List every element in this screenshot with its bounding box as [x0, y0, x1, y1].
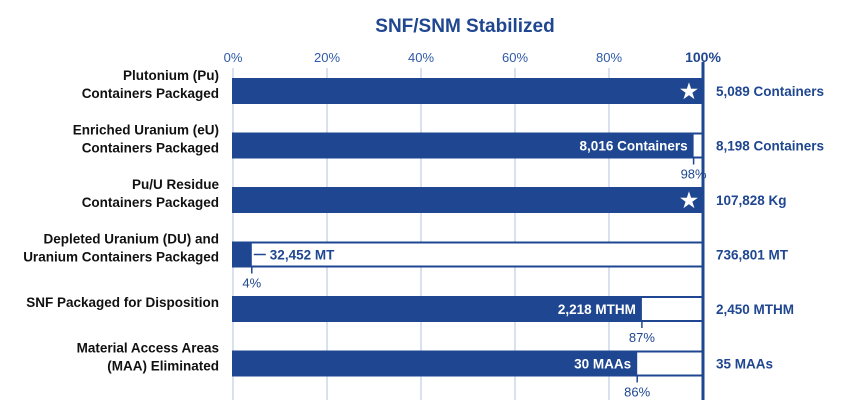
- category-label: Uranium Containers Packaged: [23, 250, 219, 265]
- percent-label: 87%: [629, 330, 655, 345]
- percent-label: 4%: [242, 276, 261, 291]
- bar-value-label: 32,452 MT: [270, 248, 335, 263]
- category-label: SNF Packaged for Disposition: [26, 295, 219, 310]
- x-tick-label: 20%: [314, 50, 340, 65]
- category-label: Pu/U Residue: [132, 177, 220, 192]
- category-label: (MAA) Eliminated: [107, 359, 219, 374]
- bar-value-label: 30 MAAs: [574, 357, 631, 372]
- gridlines: [232, 68, 610, 400]
- x-tick-label: 60%: [502, 50, 528, 65]
- bar: [233, 188, 703, 212]
- star-icon: ★: [680, 81, 698, 103]
- category-label: Containers Packaged: [82, 195, 219, 210]
- chart-title: SNF/SNM Stabilized: [375, 16, 554, 37]
- x-tick-label: 100%: [685, 49, 721, 65]
- bars: ★ 8,016 Containers 98% ★ 32,452 MT 4% 2,218 MT…: [232, 78, 707, 400]
- total-label: 35 MAAs: [716, 357, 773, 372]
- bar: [233, 79, 703, 103]
- star-icon: ★: [680, 190, 698, 212]
- bar-value-label: 2,218 MTHM: [558, 302, 636, 317]
- total-label: 5,089 Containers: [716, 84, 824, 99]
- total-label: 2,450 MTHM: [716, 302, 794, 317]
- bar-value-label: 8,016 Containers: [580, 139, 688, 154]
- total-label: 8,198 Containers: [716, 139, 824, 154]
- bar: [233, 351, 638, 376]
- percent-label: 86%: [624, 385, 650, 400]
- bar: [233, 242, 252, 267]
- category-label: Material Access Areas: [77, 341, 219, 356]
- x-axis-ticks: 0% 20% 40% 60% 80% 100%: [224, 49, 722, 65]
- x-tick-label: 0%: [224, 50, 243, 65]
- bar: [233, 297, 642, 321]
- category-label: Containers Packaged: [82, 86, 219, 101]
- total-label: 736,801 MT: [716, 248, 789, 263]
- total-label: 107,828 Kg: [716, 193, 787, 208]
- category-label: Enriched Uranium (eU): [73, 123, 219, 138]
- percent-label: 98%: [681, 167, 707, 182]
- x-tick-label: 40%: [408, 50, 434, 65]
- category-label: Plutonium (Pu): [123, 68, 219, 83]
- category-label: Depleted Uranium (DU) and: [43, 232, 219, 247]
- category-labels: 5,089 Containers Plutonium (Pu) Containers…: [23, 68, 824, 374]
- x-tick-label: 80%: [596, 50, 622, 65]
- bar: [233, 133, 694, 158]
- category-label: Containers Packaged: [82, 141, 219, 156]
